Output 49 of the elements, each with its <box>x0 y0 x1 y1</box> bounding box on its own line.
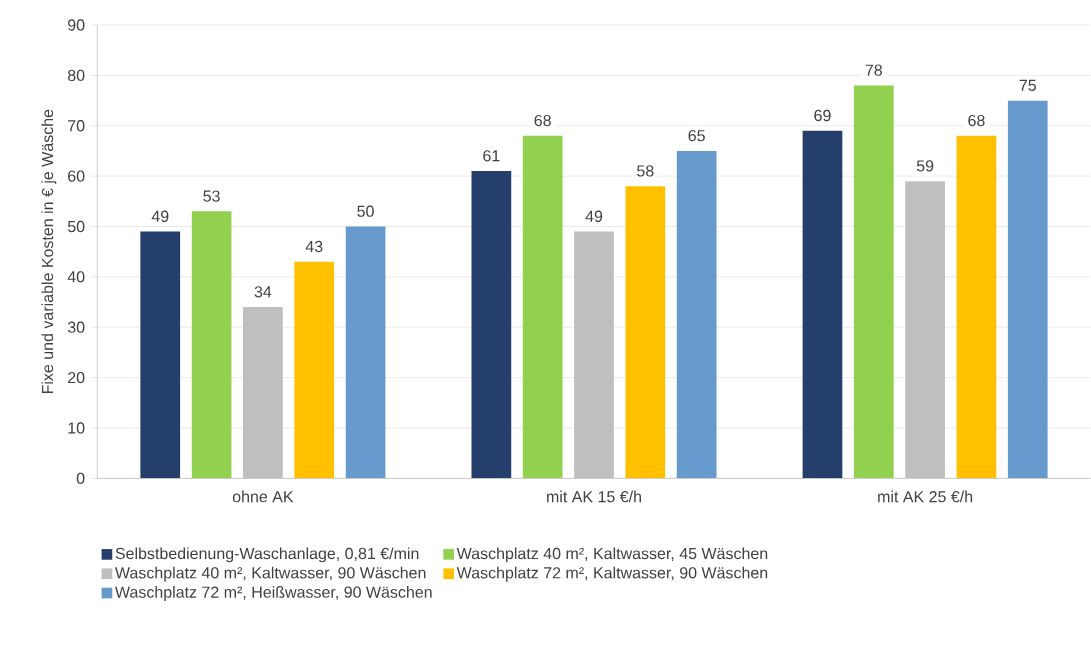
bar <box>625 186 666 479</box>
y-tick-label: 10 <box>68 422 85 434</box>
legend-label: Selbstbedienung-Waschanlage, 0,81 €/min <box>115 547 419 563</box>
data-label: 43 <box>305 240 323 253</box>
y-tick-label: 70 <box>68 120 85 132</box>
bar <box>294 261 335 479</box>
x-tick-label: mit AK 25 €/h <box>878 490 973 503</box>
data-label: 75 <box>1019 79 1036 91</box>
bar <box>676 150 717 479</box>
bar <box>574 231 614 479</box>
bar <box>191 211 232 479</box>
bar <box>345 226 386 479</box>
y-axis-title: Fixe und variable Kosten in € je Wäsche <box>41 109 57 394</box>
y-tick-label: 80 <box>67 69 85 82</box>
data-label: 34 <box>254 286 272 298</box>
y-tick-label: 90 <box>68 19 85 31</box>
bar <box>802 130 843 479</box>
data-label: 49 <box>151 210 169 222</box>
legend-label: Waschplatz 40 m², Kaltwasser, 45 Wäschen <box>456 547 768 563</box>
y-tick-label: 20 <box>68 371 85 384</box>
legend-label: Waschplatz 72 m², Heißwasser, 90 Wäschen <box>115 586 432 601</box>
y-tick-label: 40 <box>67 271 85 283</box>
legend-label: Waschplatz 72 m², Kaltwasser, 90 Wäschen <box>456 566 768 582</box>
data-label: 49 <box>585 210 603 222</box>
data-label: 78 <box>865 64 882 76</box>
data-label: 65 <box>688 130 705 142</box>
data-label: 68 <box>534 114 551 127</box>
y-tick-label: 60 <box>68 170 85 182</box>
data-label: 53 <box>203 190 220 202</box>
data-label: 61 <box>483 150 500 162</box>
y-tick-label: 50 <box>67 220 85 233</box>
bar <box>956 135 997 479</box>
data-label: 69 <box>814 109 831 122</box>
legend-label: Waschplatz 40 m², Kaltwasser, 90 Wäschen <box>115 566 426 582</box>
bar <box>243 307 283 479</box>
y-tick-label: 30 <box>67 321 85 333</box>
x-tick-label: ohne AK <box>232 490 294 503</box>
bar <box>471 171 512 479</box>
data-label: 59 <box>916 160 934 172</box>
y-tick-label: 0 <box>76 472 85 484</box>
data-label: 50 <box>357 205 374 217</box>
bar <box>853 85 894 479</box>
data-label: 58 <box>637 165 654 177</box>
x-tick-label: mit AK 15 €/h <box>547 490 641 503</box>
bar <box>522 135 563 479</box>
bar <box>140 231 181 479</box>
data-label: 68 <box>968 114 985 127</box>
bar <box>905 181 945 479</box>
bar <box>1007 100 1048 479</box>
